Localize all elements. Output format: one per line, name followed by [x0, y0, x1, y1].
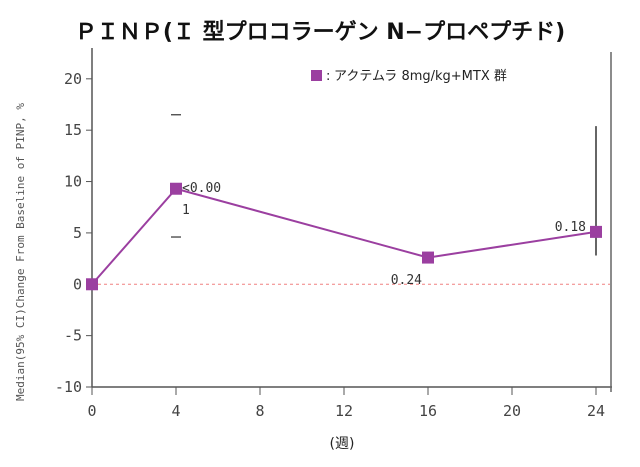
x-tick-label: 4 [171, 402, 180, 420]
p-value-annotation: 1 [182, 203, 190, 218]
p-value-annotation: <0.00 [182, 181, 221, 196]
y-axis-label: Median(95% CI)Change From Baseline of PI… [14, 103, 27, 401]
y-tick-label: 0 [73, 275, 82, 293]
x-tick-label: 8 [255, 402, 264, 420]
y-tick-label: 20 [64, 70, 82, 88]
y-tick-label: 10 [64, 173, 82, 191]
y-tick-label: 5 [73, 224, 82, 242]
x-tick-label: 12 [335, 402, 353, 420]
series-line [91, 187, 597, 285]
legend-separator: : [326, 69, 330, 84]
x-tick-label: 20 [503, 402, 521, 420]
data-point [170, 182, 182, 195]
legend-marker [311, 70, 322, 81]
data-point [86, 278, 98, 291]
data-point [422, 251, 434, 264]
x-tick-label: 16 [419, 402, 437, 420]
y-tick-label: -10 [55, 378, 82, 396]
x-axis-label: (週) [330, 436, 355, 452]
y-tick-label: -5 [64, 327, 82, 345]
chart-title: ＰＩＮＰ(Ｉ 型プロコラーゲン N−プロペプチド) [75, 20, 565, 45]
legend-series-name: アクテムラ 8mg/kg+MTX 群 [334, 69, 507, 84]
data-point [590, 225, 602, 238]
axes: 20 15 10 5 0 -5 -10 0 4 8 12 16 20 24 [55, 48, 612, 420]
x-tick-label: 24 [587, 402, 605, 420]
p-value-annotation: 0.18 [555, 220, 586, 235]
p-value-annotation: 0.24 [391, 273, 422, 288]
x-tick-label: 0 [87, 402, 96, 420]
chart-marks: <0.00 1 0.24 0.18 [86, 114, 610, 291]
y-tick-label: 15 [64, 121, 82, 139]
legend: : アクテムラ 8mg/kg+MTX 群 [311, 69, 507, 84]
